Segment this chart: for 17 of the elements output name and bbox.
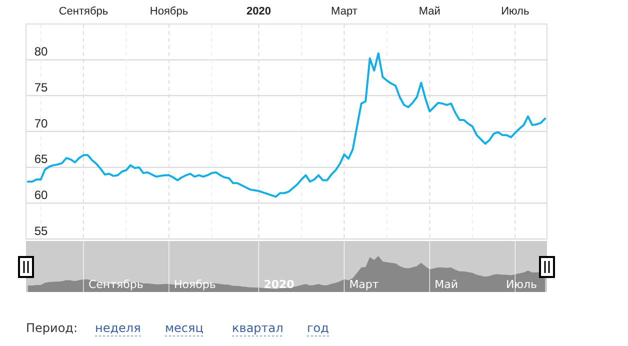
x-tick-label: Май [418,5,440,18]
y-tick-label: 70 [34,116,48,130]
text: год [307,321,329,335]
text: месяц [165,321,204,335]
y-tick-label: 65 [34,152,48,166]
y-tick-label: 80 [34,44,48,59]
text: квартал [232,321,284,335]
x-tick-label: Ноябрь [150,5,188,18]
y-tick-label: 55 [34,224,48,238]
x-tick-label: Март [331,5,358,18]
text: Период: [26,321,78,335]
text: неделя [95,321,141,335]
x-tick-label: 2020 [246,5,271,18]
y-tick-label: 75 [34,80,48,94]
y-tick-label: 60 [34,188,48,202]
x-tick-label: Июль [501,5,530,18]
x-tick-label: Сентябрь [58,5,108,18]
